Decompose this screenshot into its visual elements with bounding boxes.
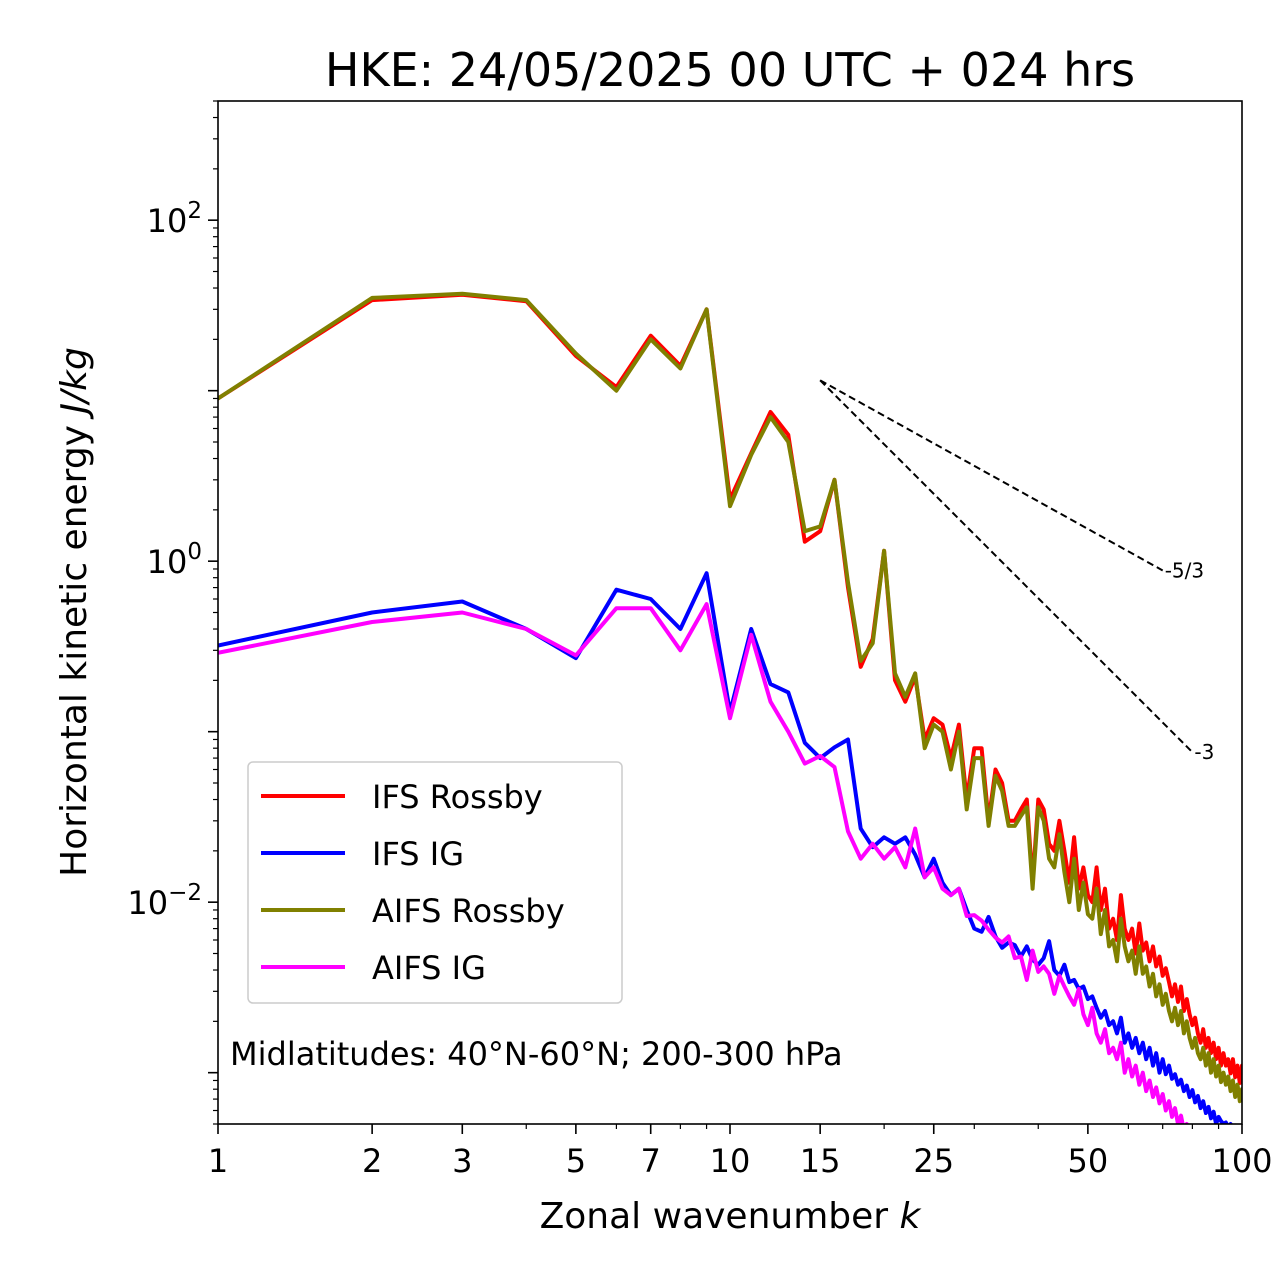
legend-items: IFS Rossby IFS IG AIFS Rossby AIFS IG — [261, 778, 565, 987]
reference-slopes: -5/3 -3 — [819, 379, 1214, 764]
y-axis-label: Horizontal kinetic energy J/kg — [54, 347, 95, 877]
legend: IFS Rossby IFS IG AIFS Rossby AIFS IG — [247, 761, 623, 1004]
axis-ticks: 1 2 3 5 7 10 15 25 50 100 102 100 10−2 — [127, 100, 1273, 1180]
y-tick-label: 100 — [147, 539, 202, 581]
reference-slope-line — [819, 379, 1164, 572]
plot-frame — [217, 100, 1243, 1125]
reference-slope-line — [819, 379, 1194, 753]
x-tick-label: 2 — [362, 1142, 382, 1180]
y-tick-label: 10−2 — [127, 880, 202, 922]
x-tick-label: 25 — [913, 1142, 954, 1180]
y-tick-label: 102 — [147, 198, 202, 240]
x-tick-label: 10 — [710, 1142, 751, 1180]
x-axis-label: Zonal wavenumber k — [540, 1196, 923, 1237]
legend-box — [247, 761, 623, 1004]
x-tick-label: 1 — [208, 1142, 228, 1180]
reference-slope-label: -5/3 — [1165, 558, 1204, 582]
reference-slope-label: -3 — [1194, 740, 1214, 764]
region-annotation: Midlatitudes: 40°N-60°N; 200-300 hPa — [230, 1035, 843, 1073]
x-tick-label: 15 — [800, 1142, 841, 1180]
chart-title: HKE: 24/05/2025 00 UTC + 024 hrs — [325, 43, 1135, 97]
legend-label-ifs-ig: IFS IG — [372, 835, 464, 873]
x-tick-label: 3 — [452, 1142, 472, 1180]
legend-label-ifs-rossby: IFS Rossby — [372, 778, 543, 816]
x-tick-label: 100 — [1211, 1142, 1272, 1180]
series-line-aifs-ig — [218, 602, 1189, 1124]
series-layer — [218, 291, 1242, 1124]
legend-label-aifs-rossby: AIFS Rossby — [372, 892, 565, 930]
x-tick-label: 5 — [566, 1142, 586, 1180]
x-tick-label: 7 — [641, 1142, 661, 1180]
x-tick-label: 50 — [1068, 1142, 1109, 1180]
legend-label-aifs-ig: AIFS IG — [372, 949, 486, 987]
series-line-aifs-rossby — [218, 291, 1242, 1104]
series-line-ifs-ig — [218, 571, 1237, 1124]
